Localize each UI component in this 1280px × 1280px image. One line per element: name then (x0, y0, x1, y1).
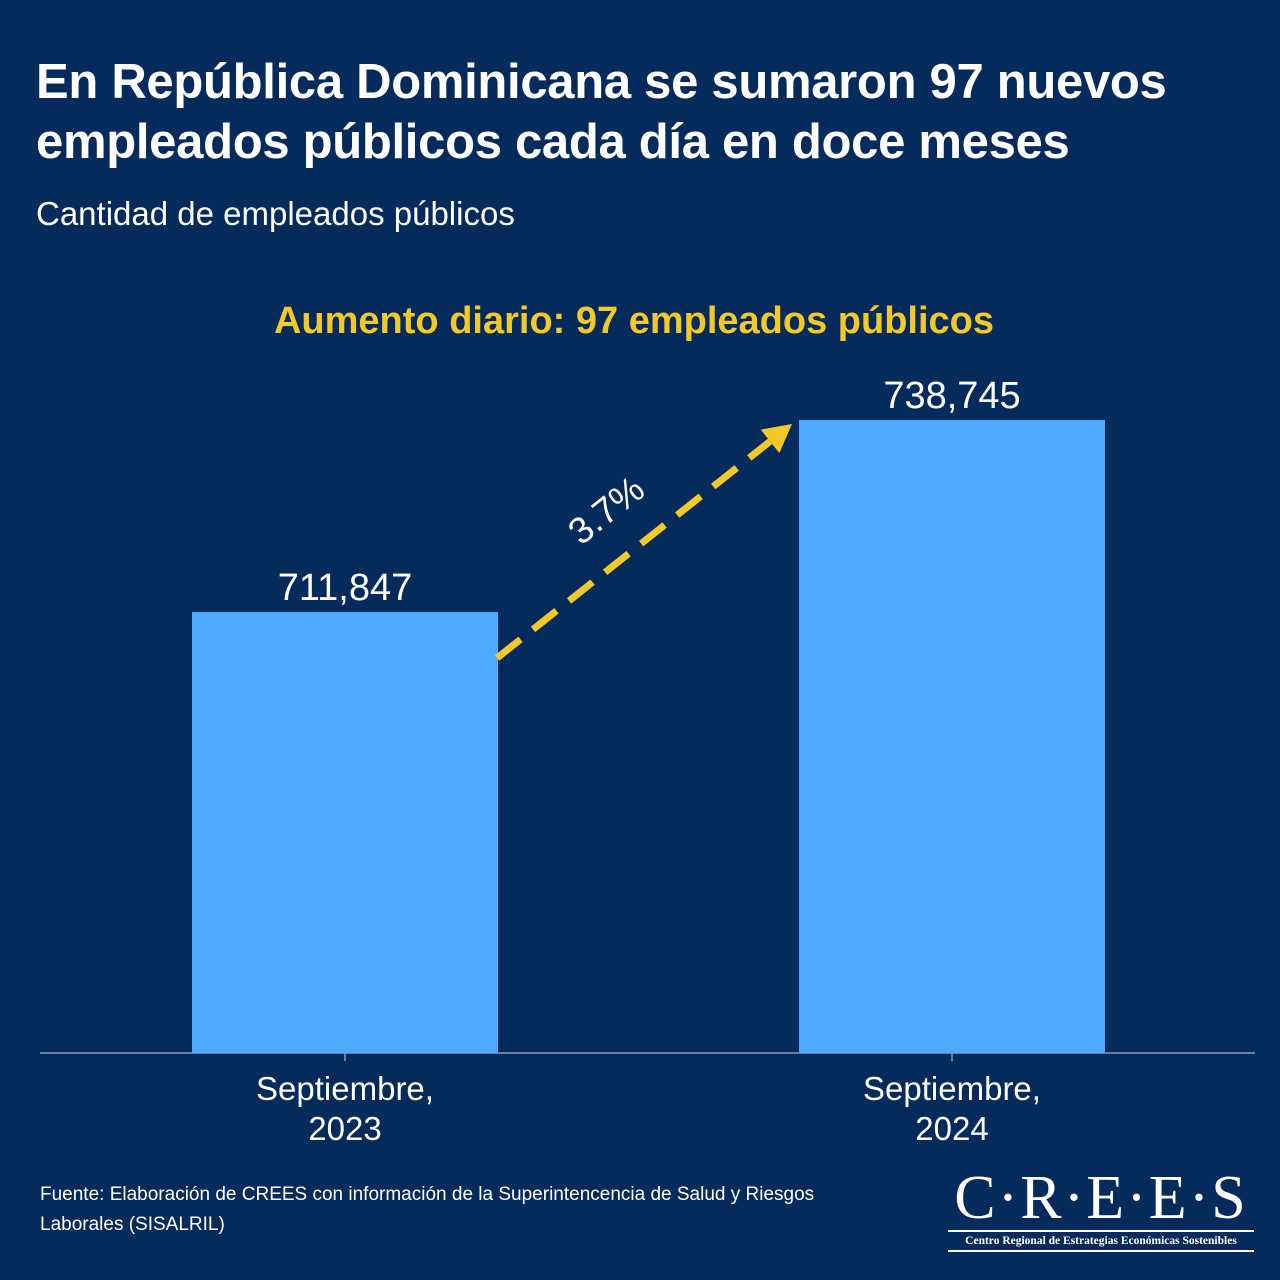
source-note: Fuente: Elaboración de CREES con informa… (40, 1184, 815, 1235)
logo-wordmark: C·R·E·E·S (954, 1164, 1248, 1232)
logo-divider-bottom (948, 1250, 1254, 1252)
logo-divider (948, 1230, 1254, 1232)
bar-value-label-1: 711,847 (278, 567, 413, 609)
logo-tagline: Centro Regional de Estrategias Económica… (965, 1235, 1237, 1247)
crees-logo: C·R·E·E·S Centro Regional de Estrategias… (946, 1166, 1256, 1258)
growth-percent-label: 3.7% (560, 468, 652, 553)
growth-arrow-head (760, 424, 792, 454)
bar-2 (799, 420, 1105, 1053)
bar-value-label-2: 738,745 (883, 375, 1020, 417)
chart-subtitle: Cantidad de empleados públicos (36, 195, 515, 232)
chart-title: En República Dominicana se sumaron 97 nu… (36, 55, 1167, 169)
daily-increase-annotation: Aumento diario: 97 empleados públicos (273, 300, 994, 342)
bar-1 (192, 612, 498, 1053)
growth-arrow-line (494, 438, 773, 661)
x-tick-label-2: Septiembre, 2024 (863, 1070, 1041, 1147)
x-tick-label-1: Septiembre, 2023 (256, 1070, 434, 1147)
